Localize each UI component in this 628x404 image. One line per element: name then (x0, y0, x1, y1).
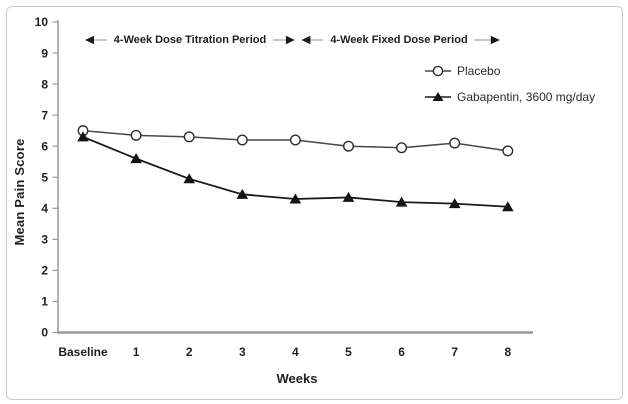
x-tick-label: 8 (504, 345, 511, 359)
x-tick-label: 7 (451, 345, 458, 359)
data-point-gabapentin (395, 196, 408, 207)
data-point-placebo (289, 134, 301, 146)
legend-item-gabapentin: Gabapentin, 3600 mg/day (425, 89, 595, 105)
y-tick-label: 9 (41, 46, 48, 60)
data-point-gabapentin (502, 201, 514, 212)
y-tick-label: 8 (41, 77, 48, 91)
y-tick-label: 10 (35, 15, 49, 29)
x-tick-label: Baseline (58, 345, 108, 359)
legend: Placebo Gabapentin, 3600 mg/day (425, 63, 595, 115)
x-tick-label: 1 (133, 345, 140, 359)
legend-label-gabapentin: Gabapentin, 3600 mg/day (457, 90, 596, 104)
data-point-placebo (183, 131, 195, 143)
annotation-arrowhead-right (285, 35, 295, 45)
annotation-fixed-dose-period-label: 4-Week Fixed Dose Period (323, 34, 475, 46)
y-tick-label: 2 (41, 264, 48, 278)
data-point-placebo (236, 134, 248, 146)
annotation-arrowhead-left (85, 35, 94, 45)
annotation-titration-period-label: 4-Week Dose Titration Period (106, 34, 274, 46)
x-axis-title: Weeks (276, 371, 318, 386)
annotation-arrowhead-left (301, 35, 311, 45)
placebo-marker-icon (425, 65, 451, 77)
y-tick-label: 3 (41, 233, 48, 247)
gabapentin-marker-icon (425, 92, 451, 101)
data-point-gabapentin (236, 188, 249, 199)
x-tick-label: 4 (292, 345, 299, 359)
annotation-arrowhead-right (490, 35, 500, 45)
legend-item-placebo: Placebo (425, 63, 595, 79)
y-tick-label: 6 (41, 139, 48, 153)
y-tick-label: 4 (41, 202, 48, 216)
y-tick-label: 0 (41, 326, 48, 340)
x-tick-label: 6 (398, 345, 405, 359)
legend-label-placebo: Placebo (457, 64, 501, 78)
y-tick-label: 1 (41, 295, 48, 309)
y-tick-label: 5 (41, 170, 48, 184)
x-tick-label: 5 (345, 345, 352, 359)
data-point-gabapentin (183, 173, 195, 184)
x-tick-label: 3 (239, 345, 246, 359)
data-point-gabapentin (448, 198, 461, 209)
data-point-gabapentin (77, 131, 89, 142)
x-tick-label: 2 (186, 345, 193, 359)
y-tick-label: 7 (41, 108, 48, 122)
y-axis-title: Mean Pain Score (12, 138, 27, 246)
data-point-placebo (449, 137, 461, 149)
data-point-placebo (396, 142, 408, 154)
data-point-placebo (130, 129, 142, 141)
data-point-placebo (343, 140, 355, 152)
data-point-gabapentin (130, 153, 142, 164)
data-point-gabapentin (342, 191, 355, 202)
data-point-gabapentin (289, 193, 302, 204)
data-point-placebo (502, 145, 514, 157)
